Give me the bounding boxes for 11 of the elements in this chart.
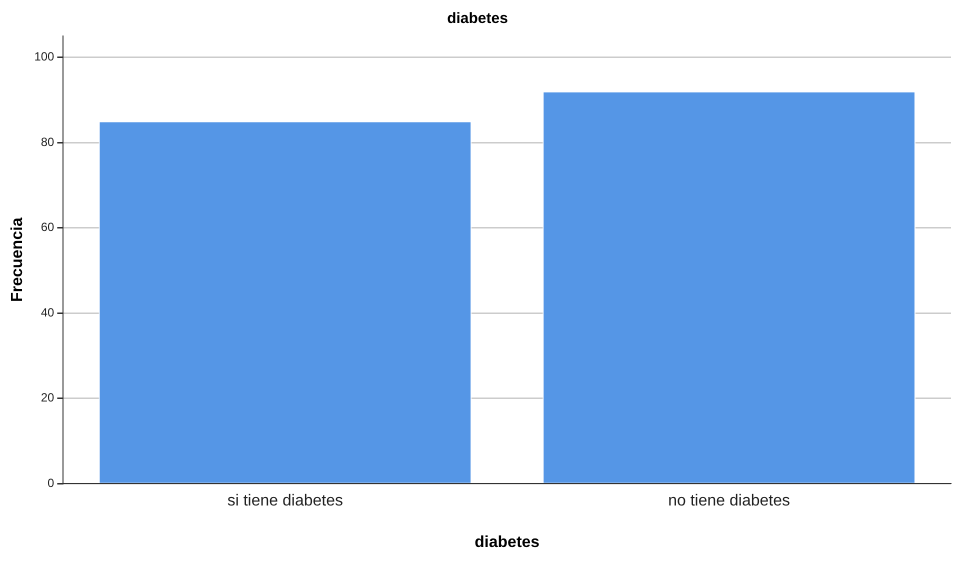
y-tick-label: 80 <box>40 134 55 149</box>
y-tick-label: 0 <box>48 476 55 490</box>
y-tick-label: 40 <box>40 305 55 320</box>
y-tick-label: 20 <box>40 390 55 405</box>
chart-title: diabetes <box>447 10 508 28</box>
x-tick-label: no tiene diabetes <box>668 492 790 510</box>
x-tick-label: si tiene diabetes <box>227 492 343 510</box>
x-axis-title: diabetes <box>474 534 540 551</box>
y-tick-label: 60 <box>40 220 55 234</box>
y-axis-title: Frecuencia <box>9 217 26 302</box>
y-tick-label: 100 <box>34 50 55 64</box>
